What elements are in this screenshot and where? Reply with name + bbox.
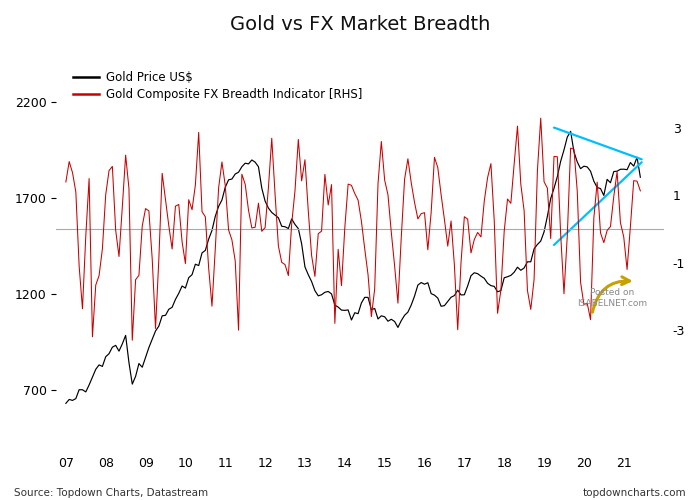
Title: Gold vs FX Market Breadth: Gold vs FX Market Breadth <box>230 15 490 34</box>
Text: Source: Topdown Charts, Datastream: Source: Topdown Charts, Datastream <box>14 488 208 498</box>
Text: topdowncharts.com: topdowncharts.com <box>582 488 686 498</box>
Legend: Gold Price US$, Gold Composite FX Breadth Indicator [RHS]: Gold Price US$, Gold Composite FX Breadt… <box>68 66 367 106</box>
Text: Posted on
ISABELNET.com: Posted on ISABELNET.com <box>577 288 647 308</box>
